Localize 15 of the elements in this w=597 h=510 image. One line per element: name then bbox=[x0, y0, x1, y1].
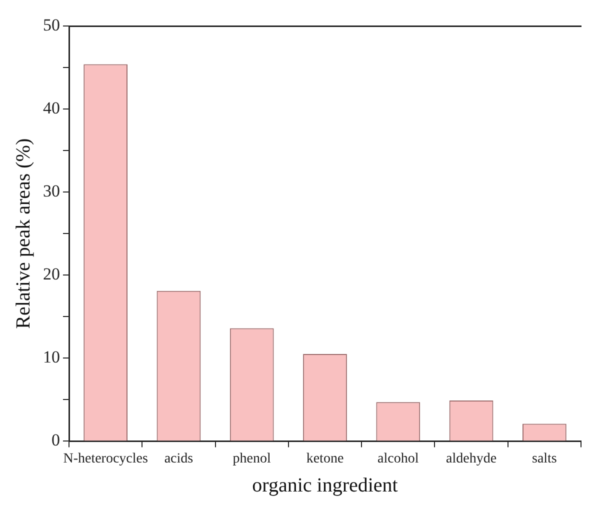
y-tick-label: 30 bbox=[43, 182, 60, 201]
y-tick-label: 0 bbox=[52, 430, 60, 450]
y-tick-label: 10 bbox=[43, 348, 60, 367]
y-axis-title: Relative peak areas (%) bbox=[12, 138, 34, 329]
x-tick-label: N-heterocycles bbox=[63, 451, 148, 466]
x-tick-label: alcohol bbox=[378, 451, 419, 466]
x-tick-label: aldehyde bbox=[446, 451, 497, 466]
x-tick-label: salts bbox=[532, 451, 557, 466]
x-tick-label: ketone bbox=[306, 451, 344, 466]
y-tick-label: 50 bbox=[43, 15, 60, 34]
x-axis-title: organic ingredient bbox=[252, 474, 398, 496]
x-tick-label: acids bbox=[164, 451, 194, 466]
y-tick-label: 40 bbox=[43, 98, 60, 118]
y-tick-label: 20 bbox=[43, 264, 60, 284]
x-tick-label: phenol bbox=[232, 451, 272, 466]
